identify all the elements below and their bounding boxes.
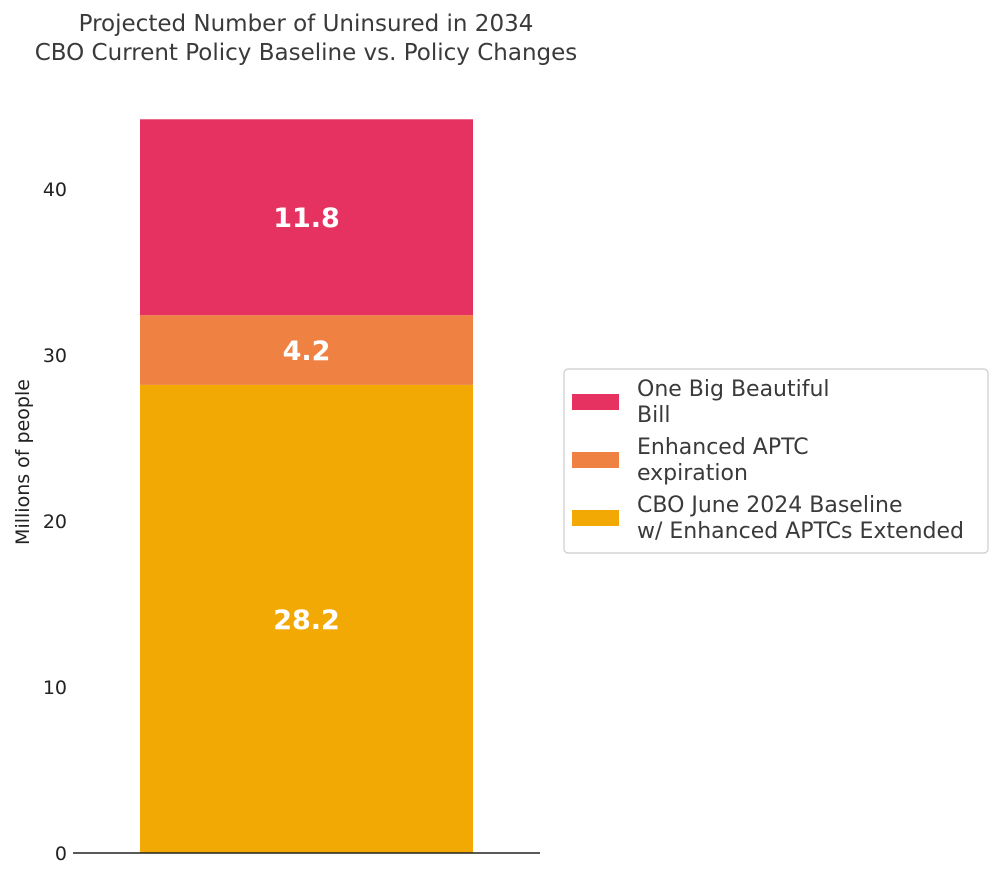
y-tick-label: 30	[43, 345, 67, 367]
y-tick-label: 10	[43, 677, 67, 699]
legend-item: Enhanced APTC expiration	[572, 435, 809, 486]
data-labels: 28.2 4.2 11.8	[273, 203, 340, 636]
bar-segment	[140, 384, 473, 853]
y-axis: 0 10 20 30 40 Millions of people	[12, 179, 540, 865]
chart-title-line: CBO Current Policy Baseline vs. Policy C…	[35, 40, 578, 66]
bar-data-label: 4.2	[283, 336, 331, 367]
bar-segment	[140, 315, 473, 385]
legend-label: Enhanced APTC expiration	[637, 435, 809, 486]
stacked-bar	[140, 119, 473, 853]
legend-label: CBO June 2024 Baseline w/ Enhanced APTCs …	[637, 493, 964, 544]
legend-swatch	[572, 452, 619, 468]
y-axis-label: Millions of people	[12, 379, 34, 545]
legend-item: CBO June 2024 Baseline w/ Enhanced APTCs …	[572, 493, 964, 544]
legend: One Big Beautiful Bill Enhanced APTC expira…	[563, 368, 989, 554]
legend-item: One Big Beautiful Bill	[572, 377, 830, 428]
y-tick-label: 0	[55, 843, 67, 865]
y-tick-label: 20	[43, 511, 67, 533]
legend-label: One Big Beautiful Bill	[637, 377, 830, 428]
y-tick-label: 40	[43, 179, 67, 201]
bar-data-label: 28.2	[273, 605, 340, 636]
chart-title-line: Projected Number of Uninsured in 2034	[79, 11, 534, 37]
legend-box	[563, 368, 989, 554]
chart-title: Projected Number of Uninsured in 2034 CBO…	[35, 11, 578, 66]
bar-data-label: 11.8	[273, 203, 340, 234]
bar-segment	[140, 119, 473, 316]
legend-swatch	[572, 510, 619, 526]
legend-swatch	[572, 394, 619, 410]
